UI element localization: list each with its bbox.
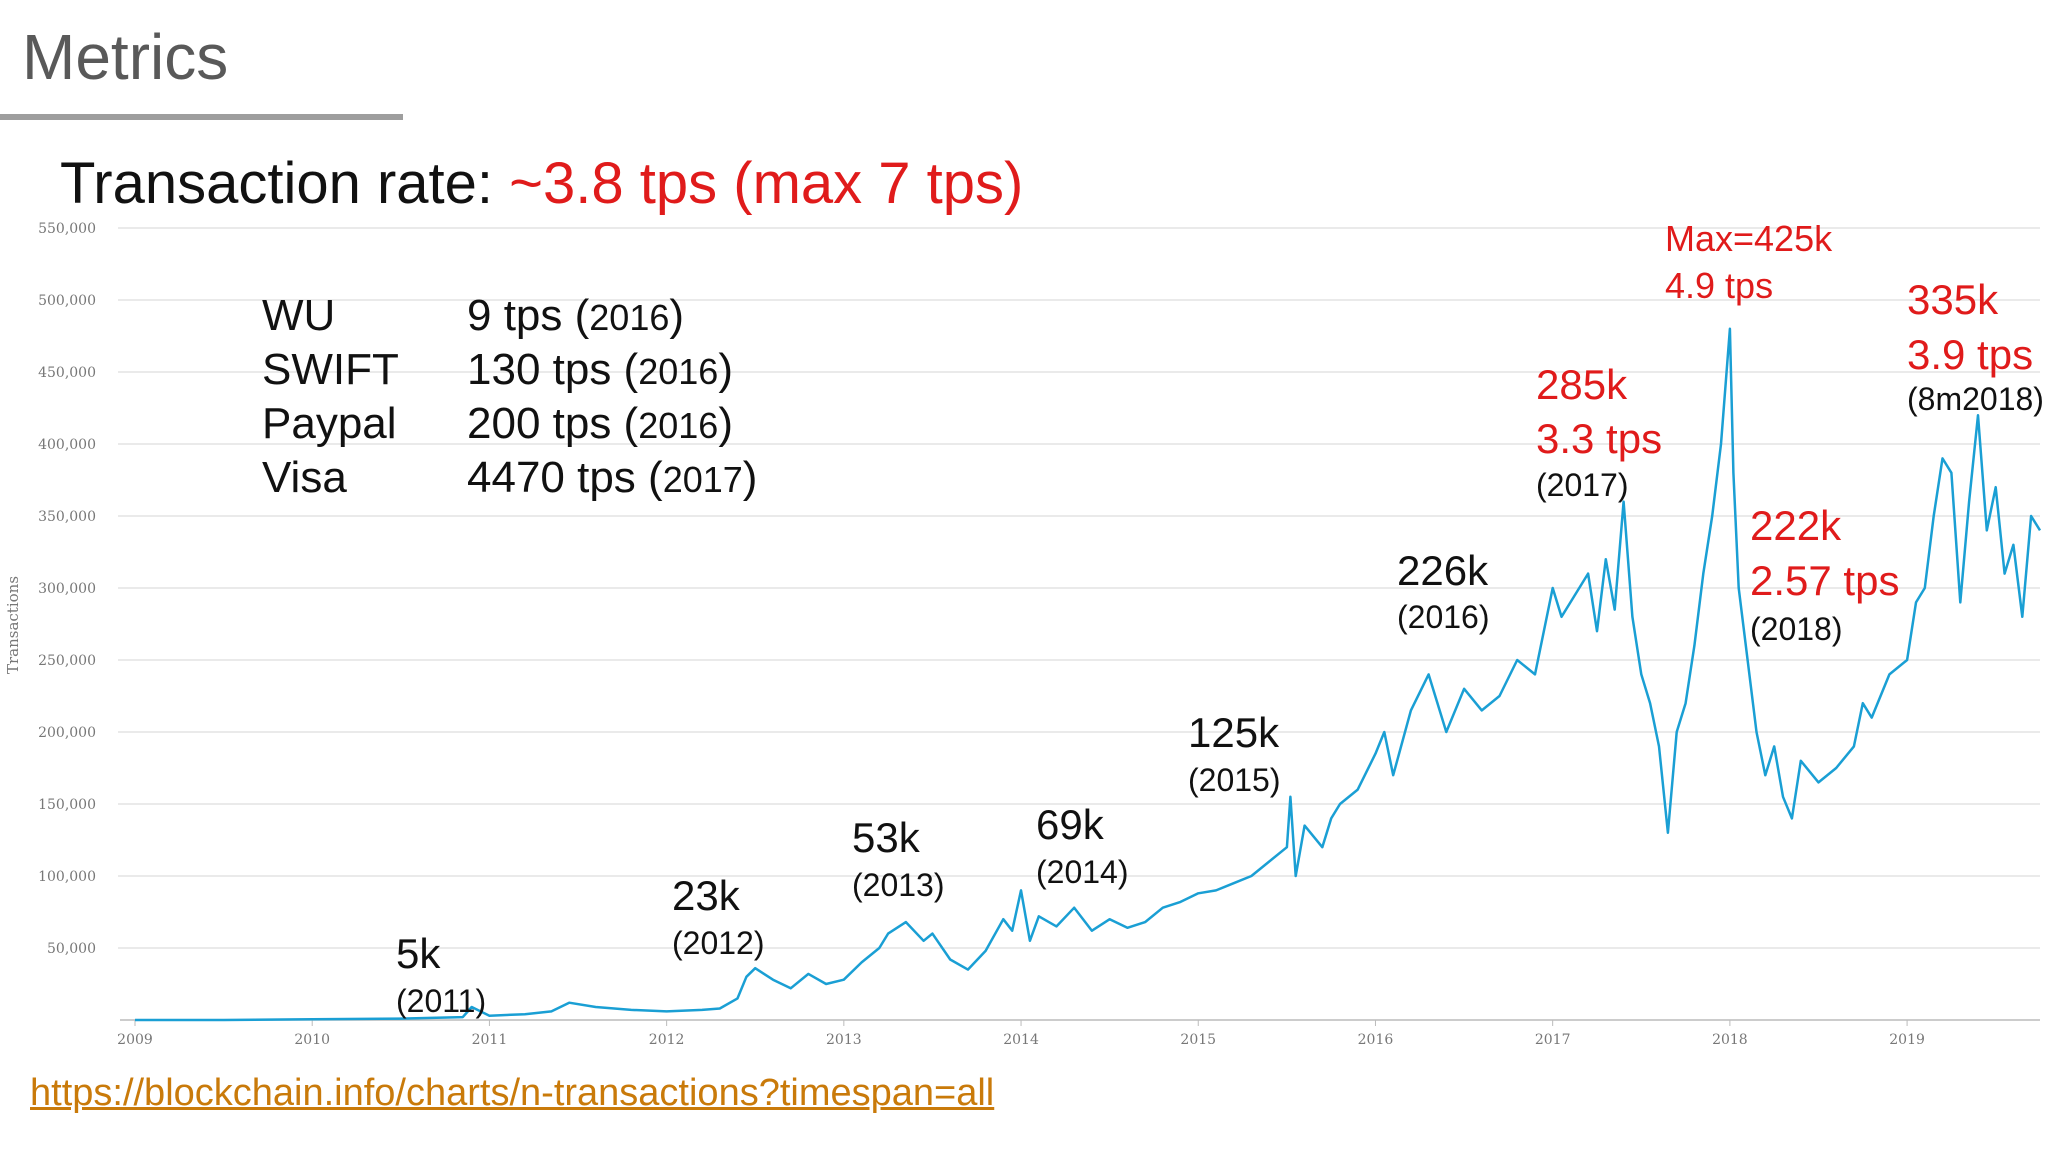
comparison-row-name: WU bbox=[262, 291, 335, 340]
annotation-tps: 3.3 tps bbox=[1536, 415, 1662, 462]
annotation-year: (2018) bbox=[1750, 611, 1843, 647]
subtitle-highlight: ~3.8 tps (max 7 tps) bbox=[509, 151, 1024, 216]
annotation-value: 69k bbox=[1036, 801, 1105, 848]
grid-lines bbox=[118, 227, 2040, 949]
annotation-value: 53k bbox=[852, 814, 921, 861]
x-tick-label: 2014 bbox=[1003, 1032, 1039, 1048]
x-tick-label: 2009 bbox=[117, 1032, 153, 1048]
annotation-value: 226k bbox=[1397, 547, 1489, 594]
comparison-row-rate: 9 tps (2016) bbox=[467, 291, 684, 340]
y-tick-label: 550,000 bbox=[38, 221, 96, 237]
y-tick-label: 300,000 bbox=[38, 581, 96, 597]
y-tick-label: 150,000 bbox=[38, 797, 96, 813]
annotation-year: (2015) bbox=[1188, 762, 1281, 798]
y-tick-labels: 50,000 100,000 150,000 200,000 250,000 300,00… bbox=[38, 221, 96, 957]
annotation-tps: 4.9 tps bbox=[1665, 265, 1773, 306]
y-tick-label: 500,000 bbox=[38, 293, 96, 309]
annotation-tps: 3.9 tps bbox=[1907, 331, 2033, 378]
x-tick-label: 2017 bbox=[1535, 1032, 1571, 1048]
annotation-year: (2012) bbox=[672, 925, 765, 961]
y-tick-label: 450,000 bbox=[38, 365, 96, 381]
series-line-transactions bbox=[135, 327, 2042, 1022]
annotation-value: 335k bbox=[1907, 276, 1999, 323]
comparison-row-name: Paypal bbox=[262, 399, 397, 448]
y-tick-label: 350,000 bbox=[38, 509, 96, 525]
x-tick-label: 2012 bbox=[649, 1032, 685, 1048]
comparison-row-name: SWIFT bbox=[262, 345, 399, 394]
y-axis-label: Transactions bbox=[4, 576, 22, 674]
x-tick-label: 2013 bbox=[826, 1032, 862, 1048]
comparison-row-rate: 4470 tps (2017) bbox=[467, 453, 757, 502]
subtitle-prefix: Transaction rate: bbox=[60, 151, 510, 216]
annotation-value: 5k bbox=[396, 930, 441, 977]
y-tick-label: 250,000 bbox=[38, 653, 96, 669]
slide-title: Metrics bbox=[22, 21, 229, 93]
annotation-value: 125k bbox=[1188, 709, 1280, 756]
source-link[interactable]: https://blockchain.info/charts/n-transac… bbox=[30, 1072, 995, 1114]
annotation-year: (2016) bbox=[1397, 599, 1490, 635]
slide-subtitle: Transaction rate: ~3.8 tps (max 7 tps) bbox=[60, 150, 1023, 217]
annotation-value: 23k bbox=[672, 872, 741, 919]
y-tick-label: 50,000 bbox=[47, 941, 96, 957]
annotation-year: (2017) bbox=[1536, 467, 1629, 503]
annotation-year: (2014) bbox=[1036, 854, 1129, 890]
x-tick-label: 2018 bbox=[1712, 1032, 1748, 1048]
annotation-value: 222k bbox=[1750, 502, 1842, 549]
comparison-table: WU 9 tps (2016) SWIFT 130 tps (2016) Pay… bbox=[262, 291, 757, 502]
transactions-chart: Transactions 50,000 100,000 150,000 200,000… bbox=[4, 218, 2044, 1048]
annotation-year: (2013) bbox=[852, 867, 945, 903]
x-tick-label: 2011 bbox=[472, 1032, 508, 1048]
comparison-row-rate: 200 tps (2016) bbox=[467, 399, 733, 448]
annotation-value: Max=425k bbox=[1665, 218, 1833, 259]
annotations: 5k (2011) 23k (2012) 53k (2013) 69k (201… bbox=[396, 218, 2044, 1019]
comparison-row-rate: 130 tps (2016) bbox=[467, 345, 733, 394]
y-tick-label: 100,000 bbox=[38, 869, 96, 885]
title-divider bbox=[0, 114, 403, 120]
y-tick-label: 200,000 bbox=[38, 725, 96, 741]
x-tick-label: 2016 bbox=[1358, 1032, 1394, 1048]
annotation-year: (2011) bbox=[396, 983, 486, 1019]
x-tick-label: 2010 bbox=[294, 1032, 330, 1048]
x-tick-label: 2019 bbox=[1889, 1032, 1925, 1048]
comparison-row-name: Visa bbox=[262, 453, 347, 502]
annotation-tps: 2.57 tps bbox=[1750, 557, 1899, 604]
annotation-value: 285k bbox=[1536, 361, 1628, 408]
annotation-year: (8m2018) bbox=[1907, 381, 2044, 417]
x-tick-label: 2015 bbox=[1180, 1032, 1216, 1048]
x-tick-labels: 2009 2010 2011 2012 2013 2014 2015 2016 2017 2018… bbox=[117, 1020, 1925, 1048]
y-tick-label: 400,000 bbox=[38, 437, 96, 453]
